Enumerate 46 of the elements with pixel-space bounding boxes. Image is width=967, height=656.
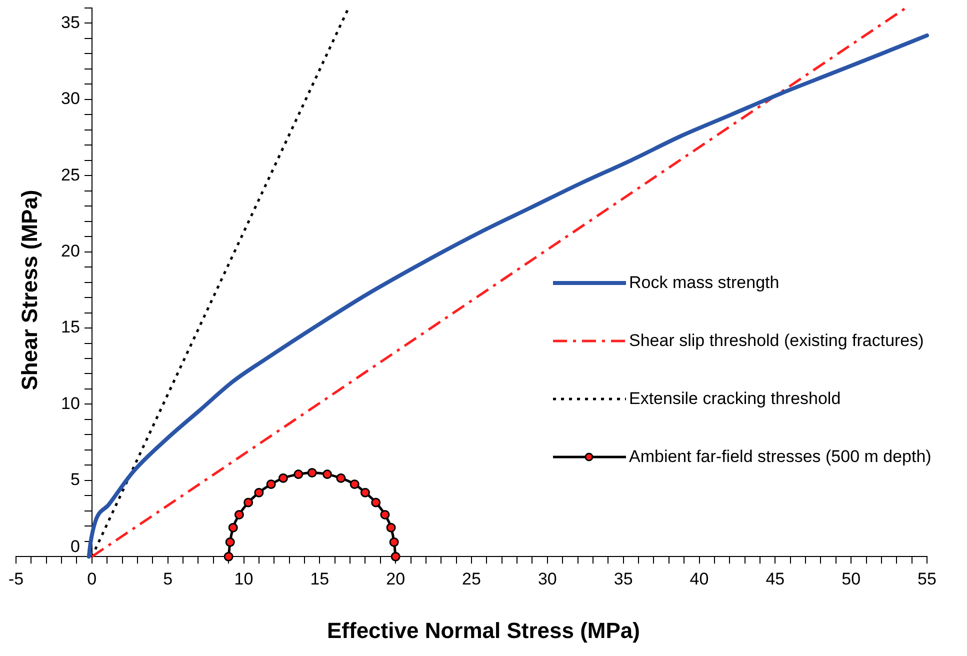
y-tick-label: 10: [60, 394, 80, 413]
y-tick-label: 25: [60, 165, 80, 184]
point: [386, 522, 396, 532]
point: [360, 488, 370, 498]
point: [224, 552, 234, 562]
point: [278, 473, 288, 483]
x-tick-label: 40: [690, 569, 709, 588]
x-tick-label: 25: [462, 569, 481, 588]
point: [294, 470, 304, 480]
x-axis-title: Effective Normal Stress (MPa): [327, 618, 640, 643]
point: [234, 510, 244, 520]
x-tick-label: 50: [842, 569, 861, 588]
point: [307, 468, 317, 478]
y-axis-title: Shear Stress (MPa): [17, 190, 42, 390]
legend-label: Shear slip threshold (existing fractures): [629, 330, 924, 350]
x-tick-label: 35: [614, 569, 633, 588]
point: [371, 498, 381, 508]
point: [244, 498, 254, 508]
x-tick-label: 55: [918, 569, 936, 588]
point: [322, 470, 332, 480]
point: [266, 479, 276, 489]
point: [389, 537, 399, 547]
legend-label: Extensile cracking threshold: [629, 388, 841, 408]
point: [350, 479, 360, 489]
point: [254, 488, 264, 498]
x-tick-label: 5: [163, 569, 173, 588]
y-tick-label: 30: [60, 89, 80, 108]
x-tick-label: 20: [386, 569, 406, 588]
y-tick-label: 0: [70, 536, 80, 556]
point: [225, 537, 235, 547]
x-tick-label: -5: [8, 569, 24, 588]
y-tick-label: 15: [60, 318, 80, 337]
point: [380, 510, 390, 520]
legend-label: Ambient far-field stresses (500 m depth): [629, 446, 932, 466]
x-tick-label: 30: [538, 569, 557, 588]
y-tick-label: 20: [60, 242, 80, 261]
point: [336, 473, 346, 483]
y-tick-label: 5: [70, 470, 80, 490]
point: [390, 552, 400, 562]
x-tick-label: 0: [87, 569, 97, 588]
point: [228, 522, 238, 532]
x-tick-label: 10: [234, 569, 254, 588]
y-tick-label: 35: [60, 12, 80, 32]
x-tick-label: 15: [310, 569, 330, 588]
legend-label: Rock mass strength: [629, 272, 780, 292]
x-tick-label: 45: [766, 569, 785, 588]
